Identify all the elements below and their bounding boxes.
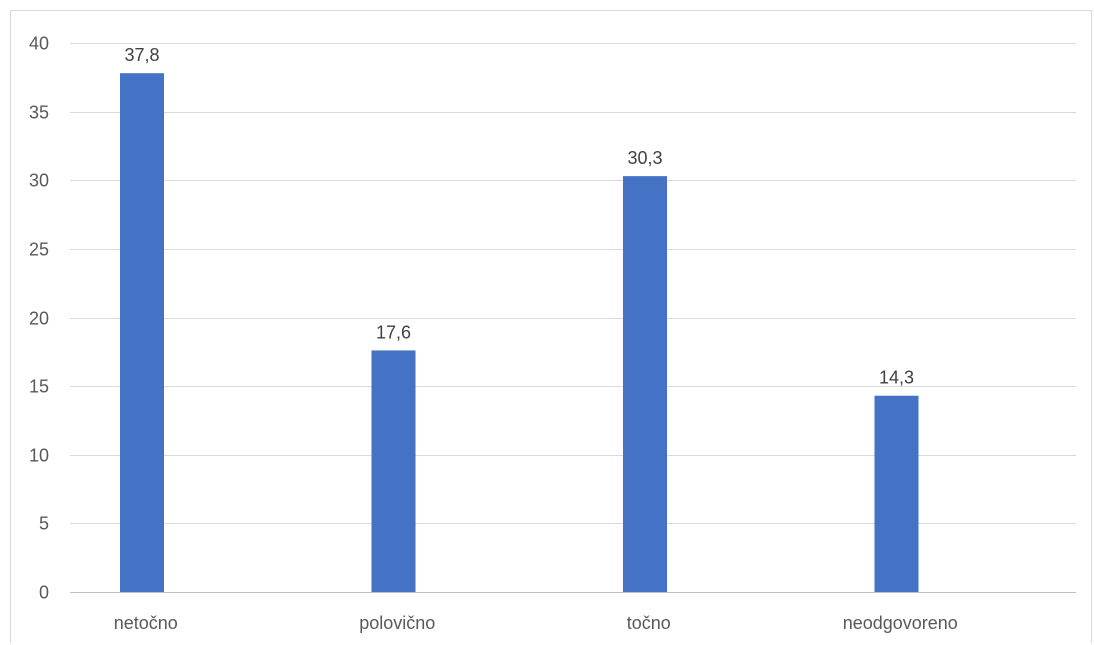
x-category-label: polovično — [359, 613, 435, 633]
y-tick-label: 25 — [29, 240, 49, 260]
x-category-label: točno — [627, 613, 671, 633]
bar — [623, 176, 667, 592]
bar-data-label: 17,6 — [376, 322, 411, 342]
y-tick-label: 0 — [39, 583, 49, 603]
x-category-label: neodgovoreno — [843, 613, 958, 633]
y-tick-label: 40 — [29, 34, 49, 54]
bar — [874, 395, 919, 592]
y-tick-label: 20 — [29, 309, 49, 329]
bar-data-label: 37,8 — [124, 45, 159, 65]
chart-frame — [10, 10, 1092, 643]
y-tick-label: 30 — [29, 171, 49, 191]
y-tick-label: 15 — [29, 377, 49, 397]
y-tick-label: 35 — [29, 103, 49, 123]
gridlines — [70, 43, 1076, 524]
bars — [120, 73, 919, 592]
bar — [371, 350, 416, 592]
bar-data-label: 14,3 — [879, 368, 914, 388]
labels: 0 5 10 15 20 25 30 35 40 37,8 netočno 17,6 polovično… — [29, 34, 958, 634]
bar-data-label: 30,3 — [627, 148, 662, 168]
bar — [120, 73, 164, 592]
y-tick-label: 10 — [29, 446, 49, 466]
x-category-label: netočno — [114, 613, 178, 633]
y-tick-label: 5 — [39, 514, 49, 534]
